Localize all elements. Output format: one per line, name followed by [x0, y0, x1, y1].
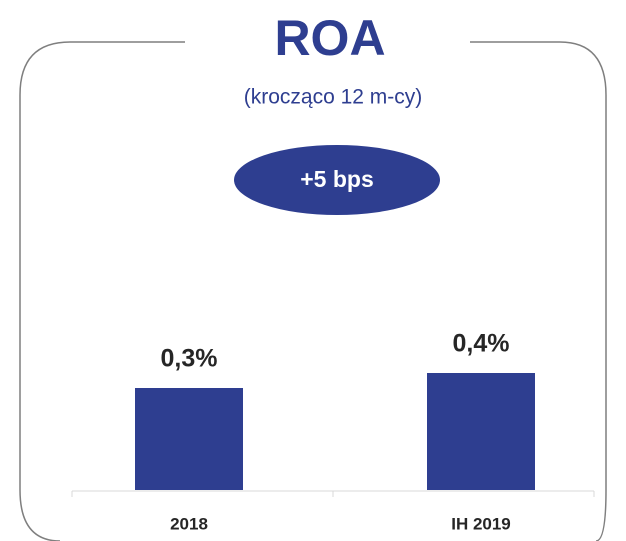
chart-subtitle: (krocząco 12 m-cy)	[244, 86, 423, 109]
x-tick-label: 2018	[170, 514, 208, 533]
value-label: 0,3%	[161, 345, 218, 373]
bar	[427, 373, 535, 490]
bar	[135, 388, 243, 490]
annotation: +5 bps	[300, 166, 374, 192]
annotation-badge	[234, 145, 440, 215]
value-label: 0,4%	[453, 330, 510, 358]
frame-left	[19, 41, 185, 541]
x-tick-label: IH 2019	[451, 514, 511, 533]
frame-right	[470, 41, 607, 541]
chart-title: ROA	[274, 10, 385, 66]
